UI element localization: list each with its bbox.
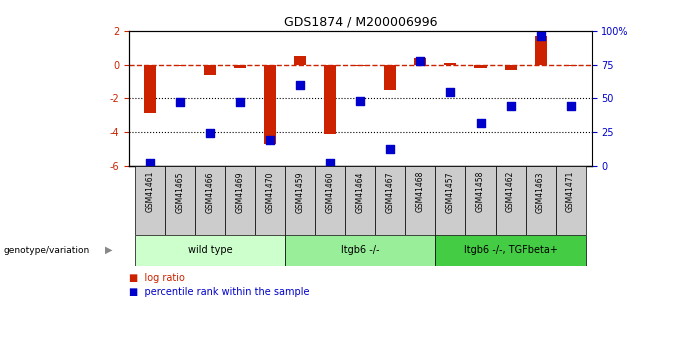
Text: GSM41465: GSM41465 <box>175 171 185 213</box>
Text: wild type: wild type <box>188 245 233 255</box>
Text: GSM41464: GSM41464 <box>356 171 365 213</box>
Point <box>145 160 156 166</box>
Point <box>325 160 336 166</box>
Bar <box>475 65 486 68</box>
Bar <box>255 166 286 235</box>
Text: GSM41469: GSM41469 <box>236 171 245 213</box>
Point <box>415 58 426 63</box>
Bar <box>496 166 526 235</box>
Bar <box>526 166 556 235</box>
Bar <box>174 65 186 66</box>
Text: GSM41458: GSM41458 <box>476 171 485 213</box>
Text: GSM41461: GSM41461 <box>146 171 155 213</box>
Bar <box>345 166 375 235</box>
Point <box>505 104 516 109</box>
Text: GSM41471: GSM41471 <box>566 171 575 213</box>
Text: ▶: ▶ <box>105 245 113 255</box>
Point <box>385 147 396 152</box>
Point <box>235 100 245 105</box>
Bar <box>354 65 367 66</box>
Text: GSM41468: GSM41468 <box>416 171 425 213</box>
Bar <box>225 166 255 235</box>
Text: ltgb6 -/-, TGFbeta+: ltgb6 -/-, TGFbeta+ <box>464 245 558 255</box>
Title: GDS1874 / M200006996: GDS1874 / M200006996 <box>284 16 437 29</box>
Bar <box>135 235 286 266</box>
Text: GSM41462: GSM41462 <box>506 171 515 213</box>
Text: ■  percentile rank within the sample: ■ percentile rank within the sample <box>129 287 309 297</box>
Bar <box>445 63 456 65</box>
Bar <box>316 166 345 235</box>
Bar <box>564 65 577 66</box>
Bar <box>324 65 337 134</box>
Bar <box>414 58 426 65</box>
Bar <box>505 65 517 70</box>
Text: genotype/variation: genotype/variation <box>3 246 90 255</box>
Bar <box>375 166 405 235</box>
Point <box>535 34 546 39</box>
Bar <box>384 65 396 90</box>
Text: GSM41467: GSM41467 <box>386 171 395 213</box>
Bar <box>165 166 195 235</box>
Bar <box>556 166 585 235</box>
Point <box>295 82 306 88</box>
Point <box>355 98 366 104</box>
Bar <box>265 65 276 144</box>
Text: GSM41457: GSM41457 <box>446 171 455 213</box>
Text: GSM41460: GSM41460 <box>326 171 335 213</box>
Point <box>445 89 456 94</box>
Bar <box>195 166 225 235</box>
Bar <box>294 56 307 65</box>
Bar <box>135 166 165 235</box>
Bar <box>435 235 585 266</box>
Text: GSM41463: GSM41463 <box>536 171 545 213</box>
Text: ■  log ratio: ■ log ratio <box>129 273 185 283</box>
Bar <box>435 166 466 235</box>
Point <box>265 137 276 143</box>
Text: GSM41470: GSM41470 <box>266 171 275 213</box>
Bar <box>235 65 246 68</box>
Bar <box>144 65 156 114</box>
Bar <box>466 166 496 235</box>
Text: GSM41466: GSM41466 <box>206 171 215 213</box>
Point <box>475 120 486 125</box>
Text: GSM41459: GSM41459 <box>296 171 305 213</box>
Point <box>205 130 216 136</box>
Bar <box>286 166 316 235</box>
Bar <box>534 36 547 65</box>
Bar <box>405 166 435 235</box>
Text: ltgb6 -/-: ltgb6 -/- <box>341 245 379 255</box>
Bar <box>204 65 216 75</box>
Point <box>565 104 576 109</box>
Point <box>175 100 186 105</box>
Bar <box>286 235 435 266</box>
